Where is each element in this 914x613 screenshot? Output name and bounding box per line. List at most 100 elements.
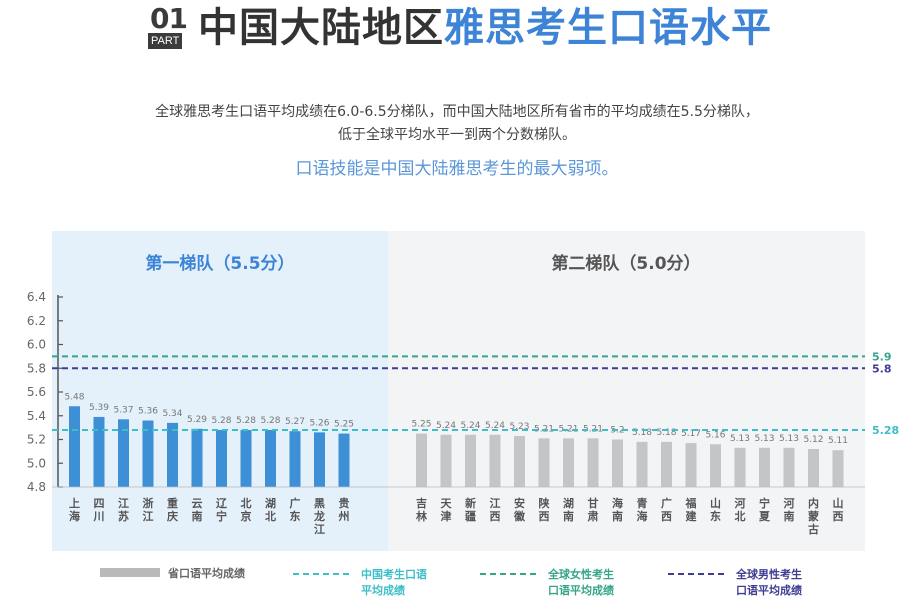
page-title: 中国大陆地区雅思考生口语水平 [198, 2, 772, 54]
data-label: 5.18 [632, 428, 652, 438]
data-label: 5.39 [89, 403, 109, 413]
data-label: 5.24 [485, 421, 505, 431]
bar [587, 438, 599, 487]
category-label: 青海 [637, 496, 648, 523]
bar [612, 439, 623, 487]
bar [734, 447, 746, 487]
category-label: 宁夏 [759, 496, 771, 523]
category-label: 河南 [784, 496, 795, 523]
legend-label: 全球女性考生 [547, 567, 614, 581]
data-label: 5.12 [803, 435, 823, 445]
category-label: 海南 [612, 496, 623, 523]
legend-label: 中国考生口语 [361, 567, 427, 581]
data-label: 5.29 [187, 415, 207, 425]
legend-label: 口语平均成绩 [548, 583, 614, 597]
category-label: 陕西 [539, 496, 550, 523]
bar [489, 434, 501, 487]
bar [440, 434, 452, 487]
legend-swatch [100, 568, 160, 577]
bar [216, 430, 227, 487]
bar [416, 433, 427, 487]
data-label: 5.37 [113, 405, 133, 415]
tier1-label: 第一梯队（5.5分） [145, 253, 294, 274]
bar [832, 450, 844, 487]
data-label: 5.24 [436, 421, 456, 431]
category-label: 江苏 [118, 496, 129, 523]
y-tick-label: 5.6 [27, 385, 46, 399]
title-accent: 雅思考生口语水平 [444, 5, 772, 51]
description-line-2: 低于全球平均水平一到两个分数梯队。 [338, 127, 576, 143]
data-label: 5.13 [754, 434, 774, 444]
bar [118, 419, 129, 487]
category-label: 河北 [735, 496, 746, 523]
bar [710, 444, 721, 487]
y-tick-label: 5.0 [27, 456, 46, 470]
data-label: 5.34 [162, 409, 182, 419]
bar [685, 443, 697, 487]
data-label: 5.23 [509, 422, 529, 432]
bar [69, 406, 80, 487]
bar [759, 447, 770, 487]
y-tick-label: 6.4 [27, 290, 46, 304]
data-label: 5.28 [260, 416, 280, 426]
bar [636, 441, 648, 487]
bar [465, 434, 476, 487]
data-label: 5.36 [138, 407, 158, 417]
data-label: 5.28 [211, 416, 231, 426]
category-label: 浙江 [143, 496, 154, 523]
category-label: 辽宁 [216, 497, 228, 523]
part-label: PART [148, 33, 183, 49]
tier1-background [52, 231, 388, 551]
data-label: 5.18 [656, 428, 676, 438]
data-label: 5.25 [334, 420, 354, 430]
title-main: 中国大陆地区 [198, 5, 444, 51]
category-label: 黑龙江 [313, 497, 325, 536]
category-label: 江西 [490, 496, 501, 523]
part-badge: 01 PART [148, 2, 190, 49]
bar [167, 422, 178, 487]
legend-label: 平均成绩 [361, 583, 405, 597]
data-label: 5.24 [460, 421, 480, 431]
reference-line-label: 5.8 [872, 362, 892, 375]
description-line-1: 全球雅思考生口语平均成绩在6.0-6.5分梯队，而中国大陆地区所有省市的平均成绩… [155, 104, 759, 120]
bar [808, 449, 819, 487]
reference-line-label: 5.9 [872, 350, 892, 363]
category-label: 吉林 [416, 496, 427, 523]
y-tick-label: 5.4 [27, 409, 46, 423]
category-label: 云南 [192, 497, 203, 523]
category-label: 广东 [290, 496, 301, 523]
bar [783, 447, 795, 487]
bar [191, 428, 203, 487]
category-label: 山西 [833, 496, 844, 523]
category-label: 湖北 [265, 496, 276, 523]
category-label: 重庆 [166, 496, 178, 523]
legend-label: 口语平均成绩 [736, 583, 802, 597]
data-label: 5.17 [681, 429, 701, 439]
data-label: 5.26 [309, 418, 329, 428]
bar [314, 432, 325, 487]
bar [338, 433, 350, 487]
bar [289, 431, 301, 487]
data-label: 5.13 [730, 434, 750, 444]
bar [538, 438, 550, 487]
bar [265, 430, 276, 487]
category-label: 湖南 [563, 496, 574, 523]
category-label: 上海 [69, 496, 80, 523]
bar [661, 441, 672, 487]
data-label: 5.13 [779, 434, 799, 444]
data-label: 5.28 [236, 416, 256, 426]
category-label: 天津 [441, 497, 453, 523]
bar [563, 438, 574, 487]
category-label: 广西 [661, 496, 672, 523]
data-label: 5.27 [285, 417, 305, 427]
bar [240, 430, 252, 487]
tier2-background [388, 231, 865, 551]
category-label: 四川 [93, 497, 105, 523]
y-tick-label: 6.2 [27, 314, 46, 328]
category-label: 内蒙古 [808, 496, 819, 536]
bar [93, 416, 105, 487]
y-tick-label: 6.0 [27, 338, 46, 352]
data-label: 5.11 [828, 436, 848, 446]
data-label: 5.48 [64, 392, 84, 402]
